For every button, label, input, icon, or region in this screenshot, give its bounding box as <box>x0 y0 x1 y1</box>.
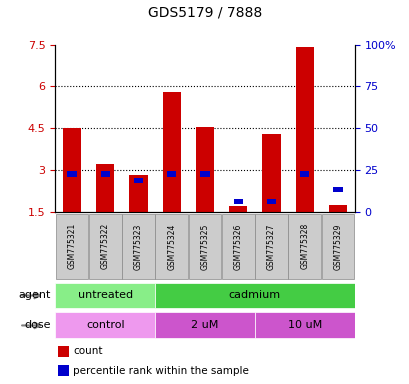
Bar <box>254 214 287 279</box>
Text: count: count <box>73 346 103 356</box>
Bar <box>328 205 346 212</box>
Bar <box>295 47 313 212</box>
Bar <box>221 214 254 279</box>
Bar <box>55 283 155 308</box>
Text: cadmium: cadmium <box>228 290 280 301</box>
Bar <box>155 283 354 308</box>
Bar <box>96 164 114 212</box>
Bar <box>155 313 254 338</box>
Text: GSM775321: GSM775321 <box>67 223 76 270</box>
Bar <box>101 172 110 177</box>
Text: GSM775328: GSM775328 <box>299 223 308 270</box>
Text: untreated: untreated <box>77 290 133 301</box>
Bar <box>196 127 213 212</box>
Bar <box>254 313 354 338</box>
Text: percentile rank within the sample: percentile rank within the sample <box>73 366 249 376</box>
Bar <box>167 172 176 177</box>
Bar <box>134 179 143 184</box>
Bar <box>229 206 247 212</box>
Text: dose: dose <box>25 320 51 331</box>
Bar <box>55 313 155 338</box>
Text: GSM775324: GSM775324 <box>167 223 176 270</box>
Text: control: control <box>86 320 124 331</box>
Bar <box>262 134 280 212</box>
Text: 10 uM: 10 uM <box>287 320 321 331</box>
Bar <box>288 214 320 279</box>
Bar <box>299 172 308 177</box>
Bar <box>155 214 188 279</box>
Text: 2 uM: 2 uM <box>191 320 218 331</box>
Bar <box>58 365 69 376</box>
Bar <box>233 199 242 204</box>
Bar <box>58 346 69 357</box>
Bar <box>162 92 180 212</box>
Text: GSM775329: GSM775329 <box>333 223 342 270</box>
Bar <box>55 214 88 279</box>
Bar <box>188 214 221 279</box>
Bar <box>266 199 275 204</box>
Text: GDS5179 / 7888: GDS5179 / 7888 <box>148 6 261 20</box>
Bar <box>129 175 147 212</box>
Text: GSM775323: GSM775323 <box>134 223 143 270</box>
Bar <box>122 214 155 279</box>
Bar <box>200 172 209 177</box>
Bar <box>89 214 121 279</box>
Text: GSM775327: GSM775327 <box>266 223 275 270</box>
Text: GSM775326: GSM775326 <box>233 223 242 270</box>
Bar <box>67 172 76 177</box>
Text: GSM775322: GSM775322 <box>101 223 110 270</box>
Bar <box>63 128 81 212</box>
Bar <box>333 187 342 192</box>
Bar <box>321 214 354 279</box>
Text: GSM775325: GSM775325 <box>200 223 209 270</box>
Text: agent: agent <box>19 290 51 301</box>
